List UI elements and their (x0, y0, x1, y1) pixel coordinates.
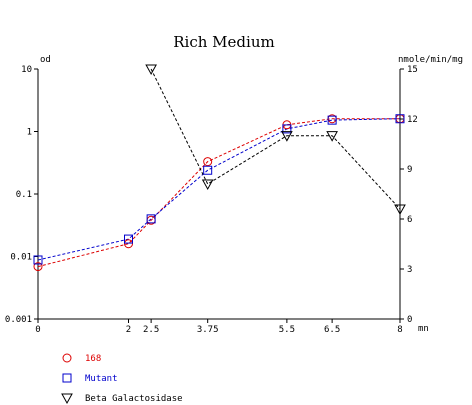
x-tick-label: 3.75 (197, 325, 219, 335)
left-tick-label: 0.01 (10, 253, 32, 263)
data-point (124, 239, 133, 249)
x-tick-label: 0 (35, 325, 40, 335)
data-point (395, 114, 405, 124)
series-line-0 (37, 118, 400, 268)
data-point (203, 157, 213, 167)
legend-marker (61, 393, 73, 405)
chart-title: Rich Medium (173, 33, 274, 51)
left-tick-label: 0.1 (16, 190, 32, 200)
x-axis-label: mn (418, 324, 429, 334)
right-tick-label: 0 (407, 315, 412, 325)
data-point (326, 131, 338, 142)
right-tick-label: 12 (407, 115, 418, 125)
data-point (146, 214, 156, 224)
right-axis-label: nmole/min/mg (398, 55, 463, 65)
left-tick-label: 1 (27, 128, 32, 138)
legend-marker (62, 353, 72, 363)
x-tick-label: 8 (397, 325, 402, 335)
series-lines (37, 68, 401, 268)
x-tick-label: 5.5 (279, 325, 295, 335)
right-tick-label: 9 (407, 165, 412, 175)
data-point (201, 179, 214, 191)
series-line-1 (37, 118, 401, 261)
legend: 168 Mutant Beta Galactosidase (61, 353, 183, 405)
right-tick-label: 6 (407, 215, 412, 225)
data-point (282, 124, 292, 134)
data-point (145, 64, 157, 76)
right-tick-label: 15 (407, 65, 418, 75)
data-point (33, 262, 43, 272)
legend-label: Mutant (85, 374, 118, 384)
tick-group: 0 2 2.5 3.75 5.5 6.5 8 10 1 0.1 0.01 0.001 15 12 9 6 3 0 (5, 65, 418, 335)
series-line-2 (150, 68, 401, 210)
left-tick-label: 10 (21, 65, 32, 75)
x-tick-label: 6.5 (324, 325, 340, 335)
left-axis-label: od (40, 55, 51, 65)
left-tick-label: 0.001 (5, 315, 32, 325)
data-point (281, 131, 293, 142)
legend-label: Beta Galactosidase (85, 394, 183, 404)
data-point (327, 115, 337, 125)
x-tick-label: 2.5 (143, 325, 159, 335)
legend-label: 168 (85, 354, 101, 364)
data-point (124, 234, 133, 244)
series-markers (33, 64, 406, 272)
data-point (203, 165, 213, 175)
data-point (394, 204, 406, 216)
data-point (33, 255, 43, 265)
x-tick-label: 2 (126, 325, 131, 335)
legend-marker (62, 373, 72, 383)
right-tick-label: 3 (407, 265, 412, 275)
